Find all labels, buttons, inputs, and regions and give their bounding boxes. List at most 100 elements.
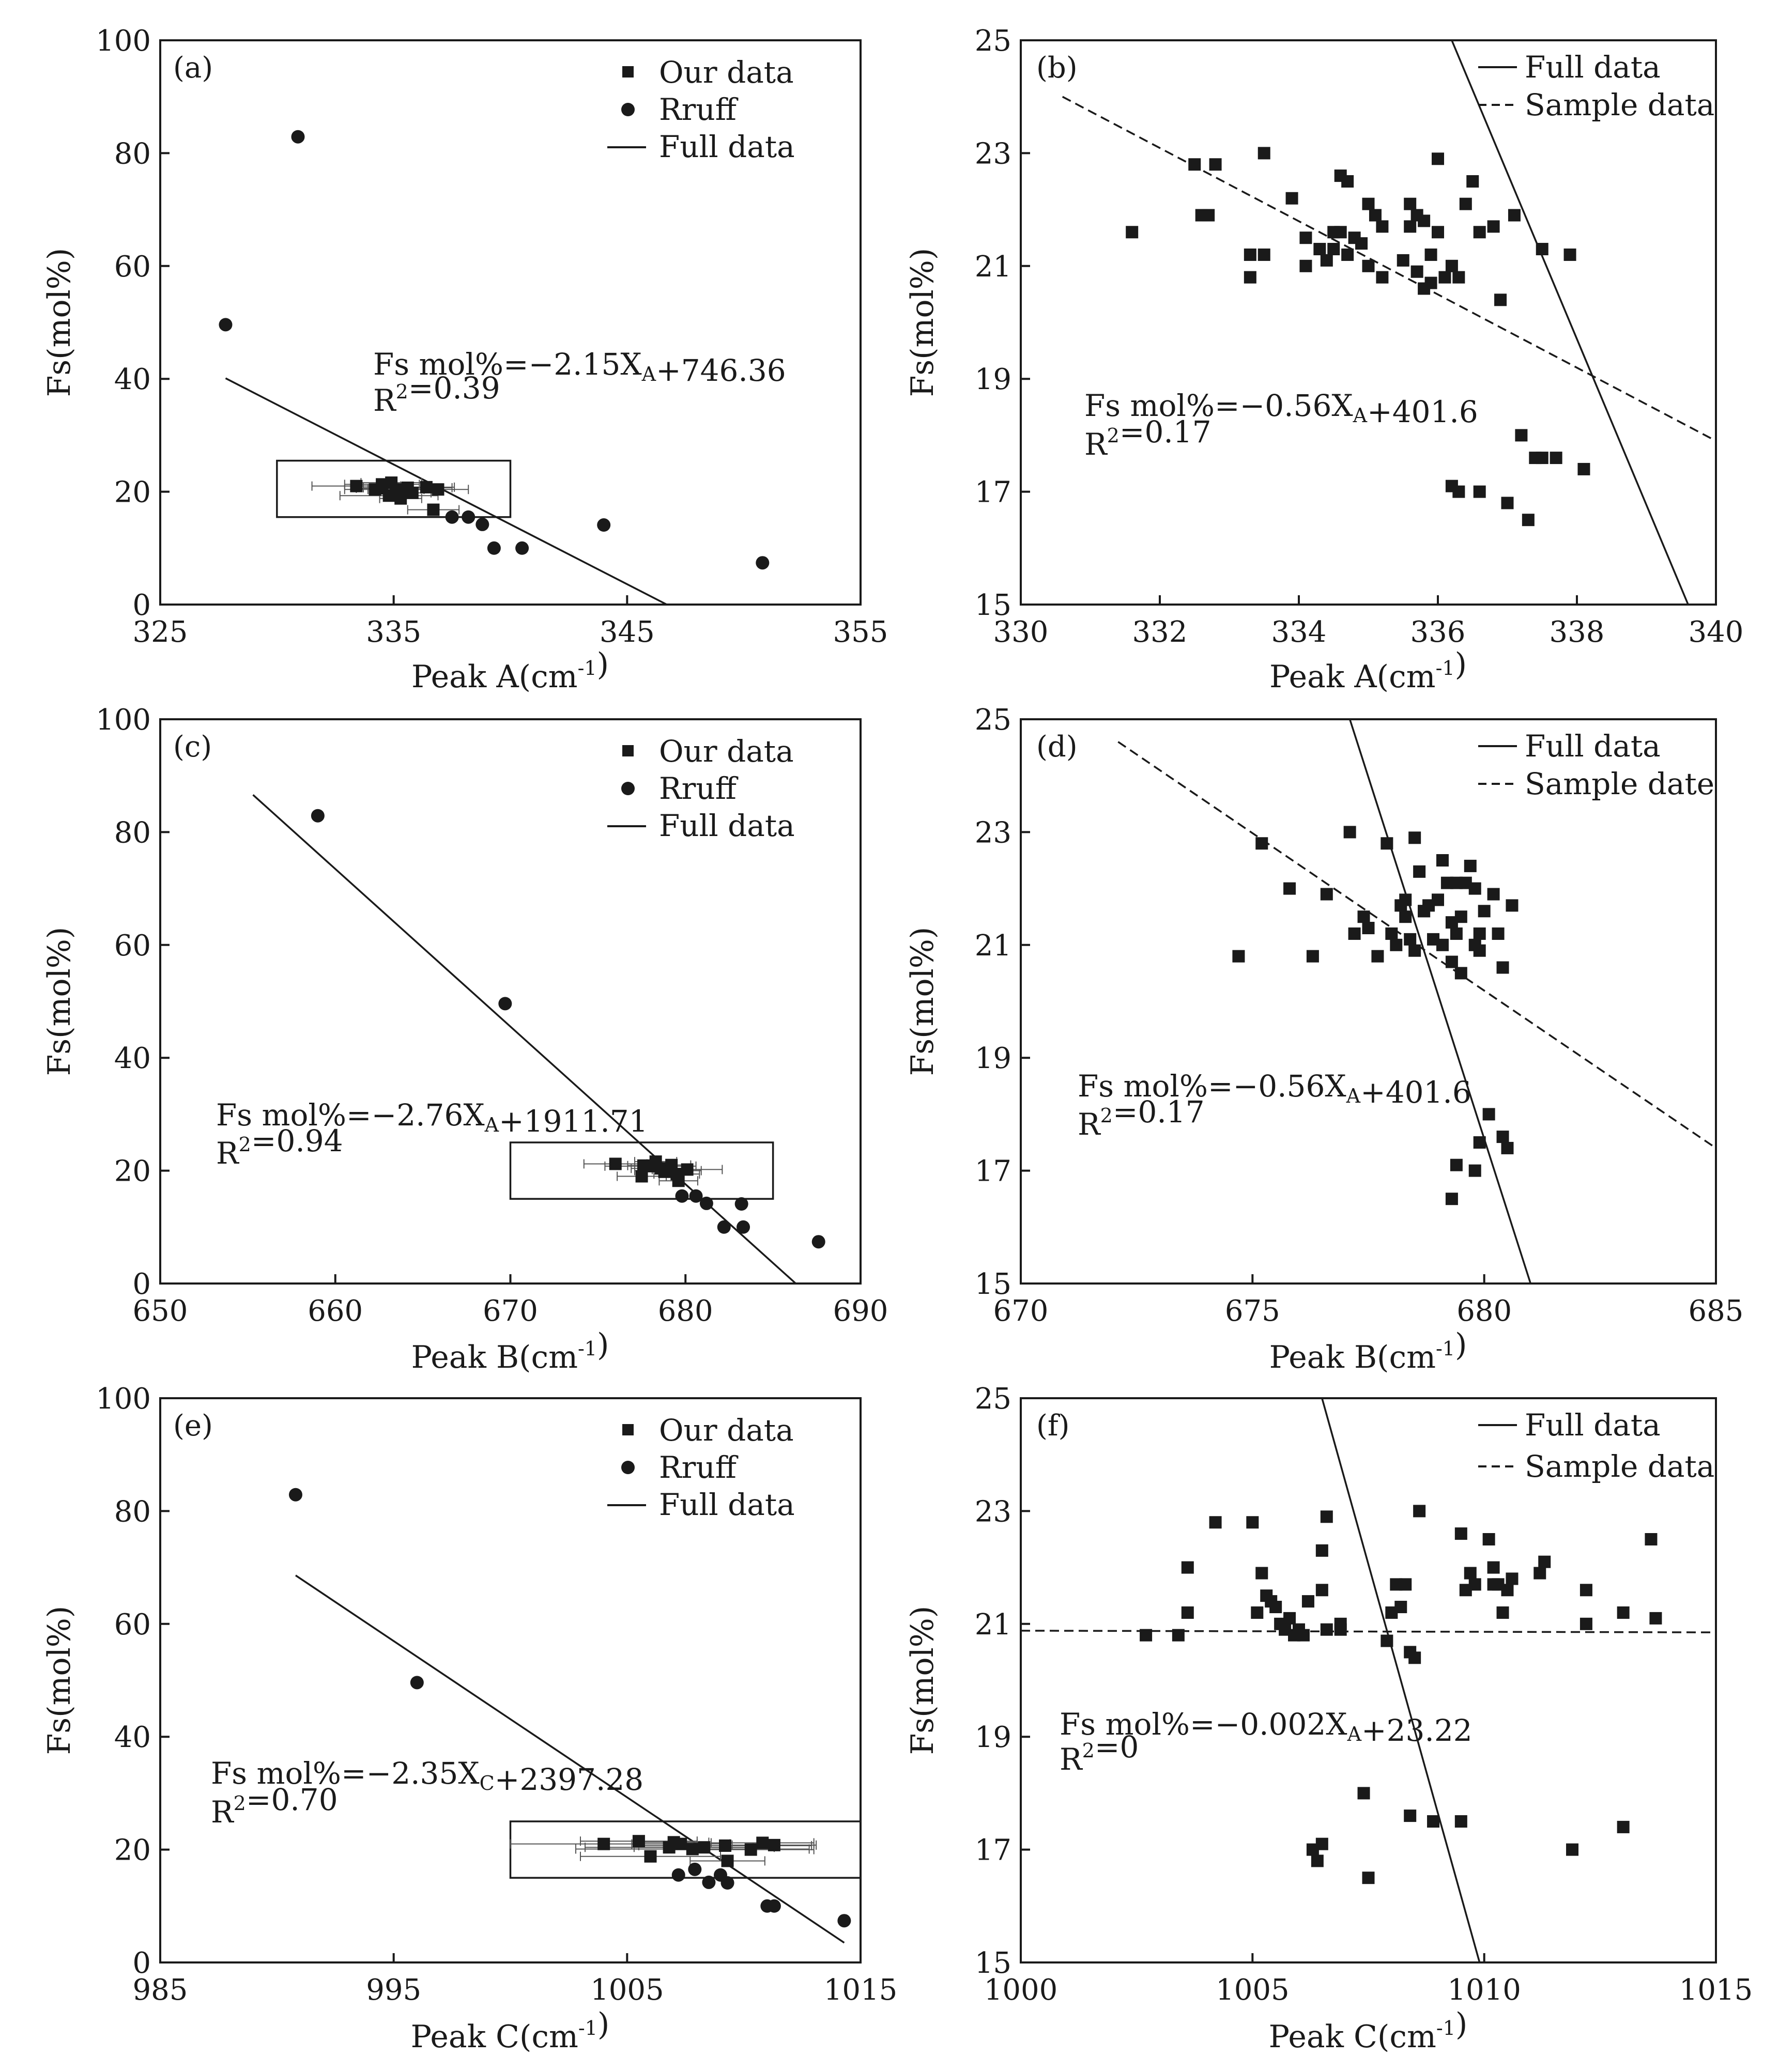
plot-frame <box>1020 1397 1717 1963</box>
data-points <box>311 809 825 1249</box>
our-data-point <box>1399 1578 1412 1591</box>
axis-ticks: 670 675 680 685 15 17 19 21 23 25 <box>975 703 1744 1328</box>
our-data-point <box>1432 893 1444 906</box>
legend-circle-marker <box>621 1461 635 1474</box>
r-squared: R2=0.39 <box>373 370 500 418</box>
x-tick-label: 670 <box>993 1294 1049 1328</box>
our-data-point <box>1452 271 1465 284</box>
legend-label: Full data <box>1525 50 1661 85</box>
x-tick-label: 690 <box>833 1294 888 1328</box>
panel-e: (e) 985 995 1005 1015 0 20 40 60 80 100 Our data … <box>41 1382 897 2055</box>
our-data-point <box>1320 1510 1333 1523</box>
legend-label: Full data <box>659 808 795 843</box>
our-data-point <box>1579 1584 1592 1597</box>
our-data-point <box>1285 192 1298 205</box>
our-data-point <box>1424 248 1437 261</box>
regression-annotation: Fs mol%=−2.15XA+746.36 R2=0.39 <box>373 347 786 418</box>
our-data-point <box>1454 967 1467 980</box>
our-data-point <box>1320 254 1333 267</box>
x-axis-title: Peak A(cm-1) <box>411 646 609 695</box>
our-data-point <box>1464 859 1477 872</box>
our-data-point <box>1320 888 1333 901</box>
regression-annotation: Fs mol%=−0.56XA+401.6 R2=0.17 <box>1078 1069 1471 1142</box>
y-tick-label: 20 <box>114 1155 151 1188</box>
our-data-point <box>1501 1141 1514 1154</box>
our-data-point <box>744 1843 757 1856</box>
y-tick-label: 17 <box>975 1834 1011 1867</box>
our-data-point <box>1413 865 1426 878</box>
rruff-point <box>515 541 529 555</box>
our-data-point <box>644 1850 657 1863</box>
x-tick-label: 650 <box>133 1294 188 1328</box>
our-data-point <box>1459 197 1472 210</box>
y-tick-label: 21 <box>975 929 1011 963</box>
legend: Full data Sample data <box>1478 50 1714 122</box>
our-data-point <box>1381 1634 1393 1647</box>
our-data-point <box>1533 1567 1546 1580</box>
our-data-point <box>1482 1533 1495 1545</box>
data-points <box>1140 1505 1662 1884</box>
our-data-point <box>1649 1612 1662 1625</box>
x-tick-label: 1010 <box>1447 1973 1521 2007</box>
our-data-point <box>1371 950 1384 963</box>
panel-c: (c) 650 660 670 680 690 0 20 40 60 80 100 Our data… <box>41 703 888 1375</box>
y-tick-label: 23 <box>975 137 1011 171</box>
our-data-point <box>1617 1606 1630 1619</box>
x-tick-label: 345 <box>600 615 655 649</box>
y-axis-title: Fs(mol%) <box>41 1606 78 1755</box>
our-data-point <box>1506 899 1519 912</box>
our-data-point <box>432 483 444 496</box>
legend-label: Our data <box>659 55 794 90</box>
our-data-point <box>1424 276 1437 289</box>
our-data-point <box>427 503 440 516</box>
our-data-point <box>1506 1572 1519 1585</box>
our-data-point <box>1255 1567 1268 1580</box>
our-data-point <box>1257 248 1270 261</box>
our-data-point <box>756 1836 769 1849</box>
legend-entry: Sample date <box>1478 766 1714 801</box>
our-data-point <box>667 1836 680 1849</box>
y-tick-label: 17 <box>975 476 1011 509</box>
y-tick-label: 0 <box>132 1946 151 1980</box>
our-data-point <box>1362 197 1375 210</box>
y-axis-title: Fs(mol%) <box>904 1606 941 1755</box>
legend: Our data Rruff Full data <box>607 734 795 843</box>
our-data-point <box>1468 1578 1481 1591</box>
y-tick-label: 100 <box>96 703 151 737</box>
y-tick-label: 60 <box>114 250 151 284</box>
rruff-point <box>689 1189 703 1203</box>
axis-ticks: 330 332 334 336 338 340 15 17 19 21 23 25 <box>975 24 1744 649</box>
sample-data-fit-line <box>1117 741 1716 1149</box>
rruff-point <box>476 517 489 531</box>
our-data-point <box>1408 1651 1421 1664</box>
our-data-point <box>1404 933 1417 946</box>
our-data-point <box>1299 259 1312 272</box>
our-data-point <box>1450 927 1463 940</box>
our-data-point <box>1355 237 1368 250</box>
our-data-point <box>1438 271 1451 284</box>
our-data-point <box>1617 1820 1630 1833</box>
our-data-point <box>1538 1555 1551 1568</box>
legend-entry: Our data <box>622 734 794 769</box>
our-data-point <box>1522 514 1535 527</box>
rruff-point <box>717 1220 731 1234</box>
legend-label: Sample data <box>1525 87 1714 122</box>
our-data-point <box>1244 271 1256 284</box>
fit-lines <box>225 377 667 606</box>
our-data-point <box>1468 882 1481 895</box>
legend: Full data Sample date <box>1478 729 1714 801</box>
x-tick-label: 355 <box>833 615 888 649</box>
our-data-point <box>1301 1595 1314 1608</box>
legend-entry: Sample data <box>1478 87 1714 122</box>
our-data-point <box>1473 485 1486 498</box>
legend-label: Full data <box>1525 1408 1661 1443</box>
our-data-point <box>1418 905 1431 918</box>
full-data-fit-line <box>1451 40 1689 605</box>
our-data-point <box>1432 152 1444 165</box>
x-axis-title: Peak B(cm-1) <box>1269 1327 1467 1375</box>
y-tick-label: 15 <box>975 1267 1011 1301</box>
panel-f: (f) 1000 1005 1010 1015 15 17 19 21 23 25 Full da… <box>904 1382 1753 2055</box>
rruff-point <box>699 1196 713 1210</box>
our-data-point <box>1436 854 1449 867</box>
